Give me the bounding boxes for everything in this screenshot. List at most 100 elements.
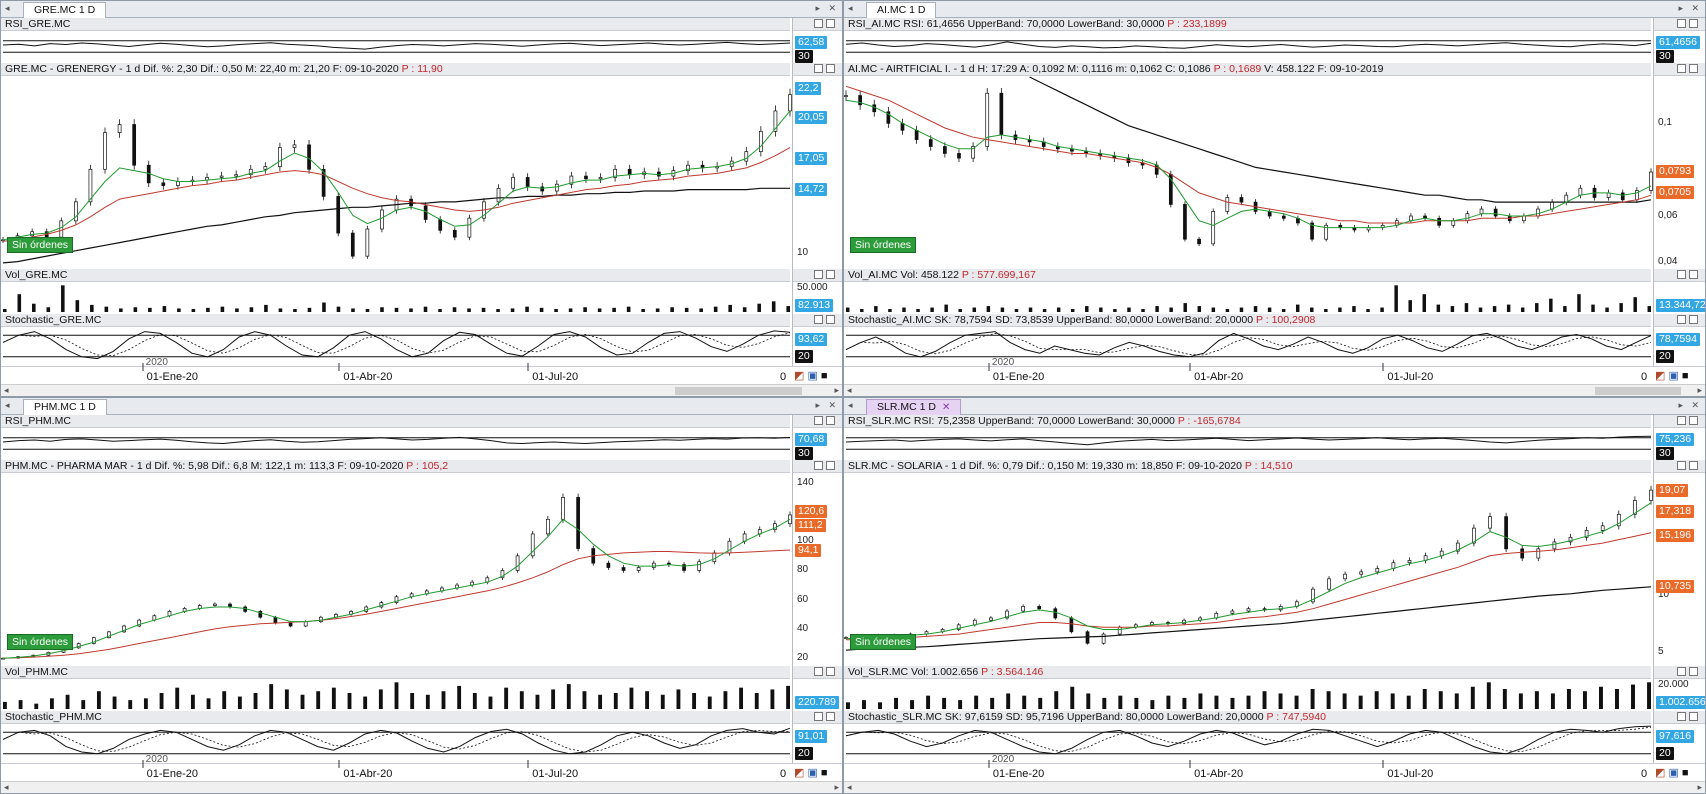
window-close-icon[interactable]: ✕ [1691, 400, 1699, 410]
rsi-plot[interactable] [2, 429, 791, 458]
pane-minimize-icon[interactable] [814, 19, 823, 28]
stoch-plot[interactable] [845, 725, 1652, 761]
pane-maximize-icon[interactable] [1689, 270, 1698, 279]
scroll-right-icon[interactable]: ▸ [834, 385, 839, 395]
chart-type-icon[interactable]: ◩ [794, 767, 808, 779]
scroll-right-icon[interactable]: ▸ [834, 782, 839, 792]
pane-minimize-icon[interactable] [1677, 712, 1686, 721]
window-close-icon[interactable]: ✕ [828, 3, 836, 13]
scroll-left-icon[interactable]: ◂ [4, 782, 9, 792]
price-plot[interactable] [844, 76, 1653, 267]
sin-ordenes-badge[interactable]: Sin órdenes [850, 634, 917, 650]
stoch-plot[interactable] [2, 725, 791, 761]
pane-maximize-icon[interactable] [1689, 712, 1698, 721]
sin-ordenes-badge[interactable]: Sin órdenes [7, 634, 74, 650]
pane-minimize-icon[interactable] [814, 712, 823, 721]
tab-scroll-left-icon[interactable]: ◂ [5, 3, 10, 13]
chart-type-icon[interactable]: ◩ [1655, 767, 1669, 779]
scroll-right-icon[interactable]: ▸ [1697, 782, 1702, 792]
pane-minimize-icon[interactable] [1677, 461, 1686, 470]
pane-maximize-icon[interactable] [1689, 19, 1698, 28]
pane-minimize-icon[interactable] [1677, 416, 1686, 425]
window-close-icon[interactable]: ✕ [1691, 3, 1699, 13]
pane-minimize-icon[interactable] [1677, 64, 1686, 73]
tab-scroll-right-icon[interactable]: ▸ [815, 3, 820, 13]
tab-scroll-right-icon[interactable]: ▸ [815, 400, 820, 410]
save-icon[interactable]: ▣ [1668, 767, 1682, 779]
volume-bar [496, 309, 500, 312]
pane-minimize-icon[interactable] [814, 315, 823, 324]
chart-tab[interactable]: SLR.MC 1 D ✕ [866, 399, 962, 415]
horizontal-scrollbar[interactable]: ◂ ▸ [1, 781, 842, 793]
scroll-left-icon[interactable]: ◂ [4, 385, 9, 395]
tab-scroll-right-icon[interactable]: ▸ [1678, 3, 1683, 13]
vol-plot[interactable] [846, 283, 1651, 312]
pane-maximize-icon[interactable] [826, 270, 835, 279]
save-icon[interactable]: ▣ [807, 370, 821, 382]
scroll-thumb[interactable] [1594, 387, 1682, 395]
scroll-thumb[interactable] [675, 387, 802, 395]
volume-bar [1394, 285, 1398, 312]
window-close-icon[interactable]: ✕ [828, 400, 836, 410]
pane-minimize-icon[interactable] [814, 416, 823, 425]
save-icon[interactable]: ▣ [807, 767, 821, 779]
color-icon[interactable]: ■ [1681, 370, 1689, 382]
tab-scroll-left-icon[interactable]: ◂ [5, 400, 10, 410]
volume-bar [278, 308, 283, 312]
pane-maximize-icon[interactable] [1689, 315, 1698, 324]
tab-scroll-left-icon[interactable]: ◂ [848, 400, 853, 410]
pane-minimize-icon[interactable] [814, 667, 823, 676]
horizontal-scrollbar[interactable]: ◂ ▸ [844, 384, 1705, 396]
chart-type-icon[interactable]: ◩ [1655, 370, 1669, 382]
pane-maximize-icon[interactable] [826, 64, 835, 73]
sin-ordenes-badge[interactable]: Sin órdenes [850, 237, 917, 253]
horizontal-scrollbar[interactable]: ◂ ▸ [1, 384, 842, 396]
pane-maximize-icon[interactable] [1689, 461, 1698, 470]
pane-minimize-icon[interactable] [814, 64, 823, 73]
pane-minimize-icon[interactable] [1677, 667, 1686, 676]
chart-type-icon[interactable]: ◩ [794, 370, 808, 382]
pane-maximize-icon[interactable] [826, 315, 835, 324]
pane-maximize-icon[interactable] [826, 416, 835, 425]
save-icon[interactable]: ▣ [1668, 370, 1682, 382]
pane-maximize-icon[interactable] [1689, 64, 1698, 73]
color-icon[interactable]: ■ [820, 370, 828, 382]
scroll-right-icon[interactable]: ▸ [1697, 385, 1702, 395]
pane-minimize-icon[interactable] [814, 270, 823, 279]
chart-tab[interactable]: GRE.MC 1 D [23, 2, 107, 18]
rsi-plot[interactable] [845, 429, 1652, 458]
tab-close-icon[interactable]: ✕ [941, 402, 951, 413]
pane-maximize-icon[interactable] [1689, 667, 1698, 676]
volume-bar [1422, 688, 1427, 709]
vol-plot[interactable] [846, 680, 1651, 709]
pane-maximize-icon[interactable] [826, 667, 835, 676]
pane-maximize-icon[interactable] [826, 712, 835, 721]
chart-tab[interactable]: PHM.MC 1 D [23, 399, 107, 415]
scroll-left-icon[interactable]: ◂ [847, 385, 852, 395]
pane-minimize-icon[interactable] [1677, 270, 1686, 279]
price-plot[interactable] [844, 474, 1653, 664]
color-icon[interactable]: ■ [1681, 767, 1689, 779]
tab-scroll-left-icon[interactable]: ◂ [848, 3, 853, 13]
vol-plot[interactable] [3, 680, 790, 709]
pane-maximize-icon[interactable] [1689, 416, 1698, 425]
chart-tab[interactable]: AI.MC 1 D [866, 2, 937, 18]
scroll-left-icon[interactable]: ◂ [847, 782, 852, 792]
sin-ordenes-badge[interactable]: Sin órdenes [7, 237, 74, 253]
tab-scroll-right-icon[interactable]: ▸ [1678, 400, 1683, 410]
rsi-plot[interactable] [845, 32, 1652, 61]
axis-tools: ◩ ▣ ■ [1655, 369, 1689, 382]
vol-plot[interactable] [3, 283, 790, 312]
price-plot[interactable] [1, 474, 792, 664]
color-icon[interactable]: ■ [820, 767, 828, 779]
pane-minimize-icon[interactable] [1677, 315, 1686, 324]
horizontal-scrollbar[interactable]: ◂ ▸ [844, 781, 1705, 793]
pane-maximize-icon[interactable] [826, 461, 835, 470]
stoch-plot[interactable] [2, 328, 791, 364]
pane-maximize-icon[interactable] [826, 19, 835, 28]
rsi-plot[interactable] [2, 32, 791, 61]
price-plot[interactable] [1, 77, 792, 267]
pane-minimize-icon[interactable] [1677, 19, 1686, 28]
stoch-plot[interactable] [845, 328, 1652, 364]
pane-minimize-icon[interactable] [814, 461, 823, 470]
